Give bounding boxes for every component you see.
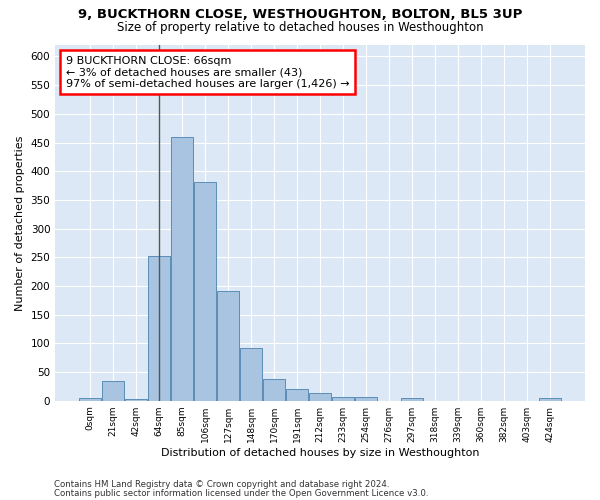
- Y-axis label: Number of detached properties: Number of detached properties: [15, 135, 25, 310]
- Bar: [401, 398, 423, 400]
- Text: Contains HM Land Registry data © Crown copyright and database right 2024.: Contains HM Land Registry data © Crown c…: [54, 480, 389, 489]
- Text: 9 BUCKTHORN CLOSE: 66sqm
← 3% of detached houses are smaller (43)
97% of semi-de: 9 BUCKTHORN CLOSE: 66sqm ← 3% of detache…: [66, 56, 349, 89]
- Bar: [309, 393, 331, 400]
- Bar: [79, 398, 101, 400]
- Bar: [286, 389, 308, 400]
- Text: Size of property relative to detached houses in Westhoughton: Size of property relative to detached ho…: [116, 21, 484, 34]
- Text: 9, BUCKTHORN CLOSE, WESTHOUGHTON, BOLTON, BL5 3UP: 9, BUCKTHORN CLOSE, WESTHOUGHTON, BOLTON…: [78, 8, 522, 20]
- Bar: [355, 398, 377, 400]
- Bar: [539, 398, 561, 400]
- Bar: [102, 380, 124, 400]
- Text: Contains public sector information licensed under the Open Government Licence v3: Contains public sector information licen…: [54, 489, 428, 498]
- Bar: [194, 182, 216, 400]
- Bar: [240, 348, 262, 401]
- Bar: [148, 256, 170, 400]
- Bar: [263, 379, 285, 400]
- Bar: [171, 137, 193, 400]
- Bar: [332, 396, 354, 400]
- X-axis label: Distribution of detached houses by size in Westhoughton: Distribution of detached houses by size …: [161, 448, 479, 458]
- Bar: [217, 291, 239, 401]
- Bar: [125, 399, 147, 400]
